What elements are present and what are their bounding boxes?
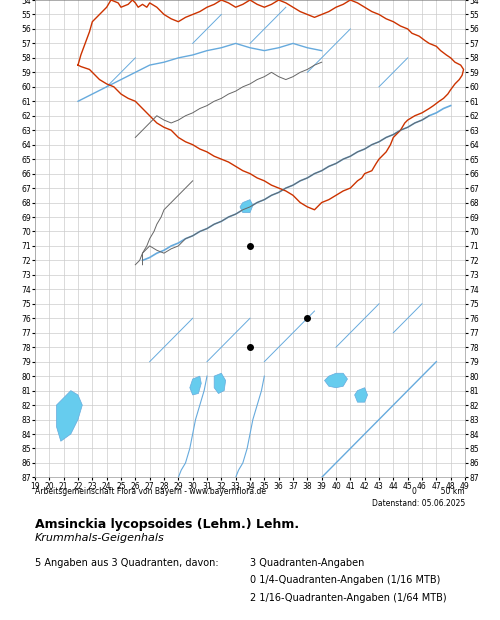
Text: 2 1/16-Quadranten-Angaben (1/64 MTB): 2 1/16-Quadranten-Angaben (1/64 MTB): [250, 593, 446, 603]
Text: Datenstand: 05.06.2025: Datenstand: 05.06.2025: [372, 499, 465, 508]
Polygon shape: [354, 388, 368, 402]
Text: Amsinckia lycopsoides (Lehm.) Lehm.: Amsinckia lycopsoides (Lehm.) Lehm.: [35, 518, 299, 531]
Text: 5 Angaben aus 3 Quadranten, davon:: 5 Angaben aus 3 Quadranten, davon:: [35, 558, 218, 568]
Text: Krummhals-Geigenhals: Krummhals-Geigenhals: [35, 533, 165, 543]
Polygon shape: [56, 391, 82, 441]
Text: 3 Quadranten-Angaben: 3 Quadranten-Angaben: [250, 558, 364, 568]
Text: 0          50 km: 0 50 km: [412, 487, 465, 496]
Text: Arbeitsgemeinschaft Flora von Bayern - www.bayernflora.de: Arbeitsgemeinschaft Flora von Bayern - w…: [35, 487, 266, 496]
Polygon shape: [190, 376, 202, 395]
Polygon shape: [324, 373, 347, 388]
Polygon shape: [214, 373, 226, 394]
Polygon shape: [240, 200, 253, 213]
Text: 0 1/4-Quadranten-Angaben (1/16 MTB): 0 1/4-Quadranten-Angaben (1/16 MTB): [250, 575, 440, 585]
